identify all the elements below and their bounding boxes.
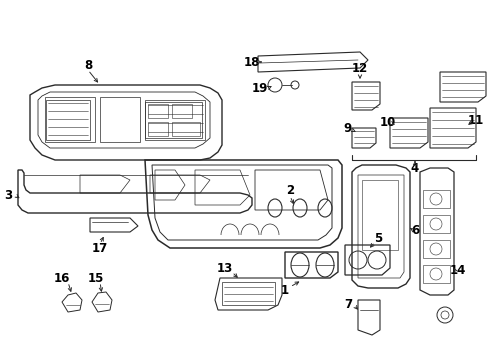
Text: 5: 5 — [373, 231, 381, 244]
Text: 15: 15 — [88, 271, 104, 284]
Text: 3: 3 — [4, 189, 12, 202]
Text: 17: 17 — [92, 242, 108, 255]
Text: 9: 9 — [343, 122, 351, 135]
Text: 14: 14 — [449, 264, 465, 276]
Text: 11: 11 — [467, 113, 483, 126]
Text: 4: 4 — [410, 162, 418, 175]
Text: 19: 19 — [251, 81, 267, 95]
Text: 2: 2 — [285, 184, 293, 197]
Text: 12: 12 — [351, 62, 367, 75]
Text: 7: 7 — [343, 298, 351, 311]
Text: 18: 18 — [244, 55, 260, 68]
Text: 16: 16 — [54, 271, 70, 284]
Text: 6: 6 — [410, 224, 418, 237]
Text: 8: 8 — [84, 59, 92, 72]
Text: 1: 1 — [281, 284, 288, 297]
Text: 13: 13 — [217, 261, 233, 274]
Text: 10: 10 — [379, 116, 395, 129]
